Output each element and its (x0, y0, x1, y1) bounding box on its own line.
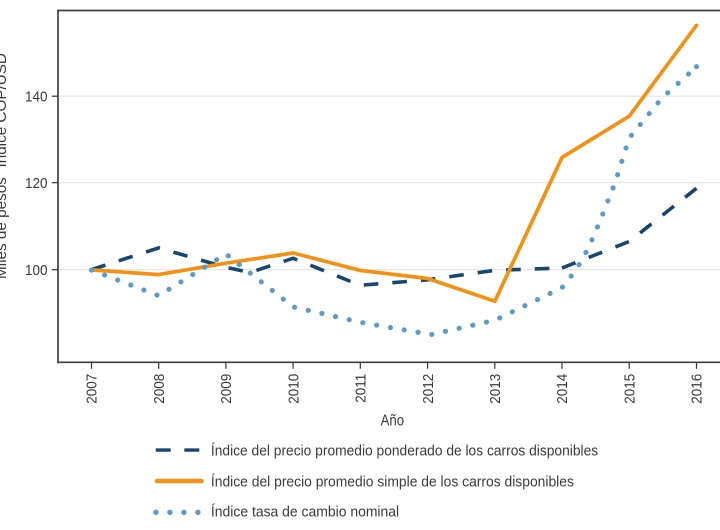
svg-text:Miles de pesos" Índice COP/USD: Miles de pesos" Índice COP/USD (0, 53, 10, 279)
svg-text:100: 100 (25, 262, 48, 279)
svg-text:2007: 2007 (84, 374, 101, 404)
svg-text:2014: 2014 (555, 374, 572, 404)
svg-text:2008: 2008 (151, 374, 168, 404)
svg-text:Índice del precio promedio pon: Índice del precio promedio ponderado de … (211, 442, 598, 460)
svg-text:140: 140 (25, 89, 48, 106)
svg-text:2016: 2016 (689, 374, 706, 404)
svg-text:2010: 2010 (286, 374, 303, 404)
svg-text:Año: Año (381, 412, 404, 429)
svg-text:120: 120 (25, 175, 48, 192)
svg-text:2012: 2012 (420, 374, 437, 404)
svg-text:2013: 2013 (487, 374, 504, 404)
svg-text:2011: 2011 (353, 374, 370, 403)
svg-text:Índice tasa de cambio nominal: Índice tasa de cambio nominal (211, 503, 399, 521)
svg-text:2009: 2009 (218, 374, 235, 404)
svg-text:2015: 2015 (622, 374, 639, 404)
svg-text:Índice del precio promedio sim: Índice del precio promedio simple de los… (211, 473, 574, 491)
